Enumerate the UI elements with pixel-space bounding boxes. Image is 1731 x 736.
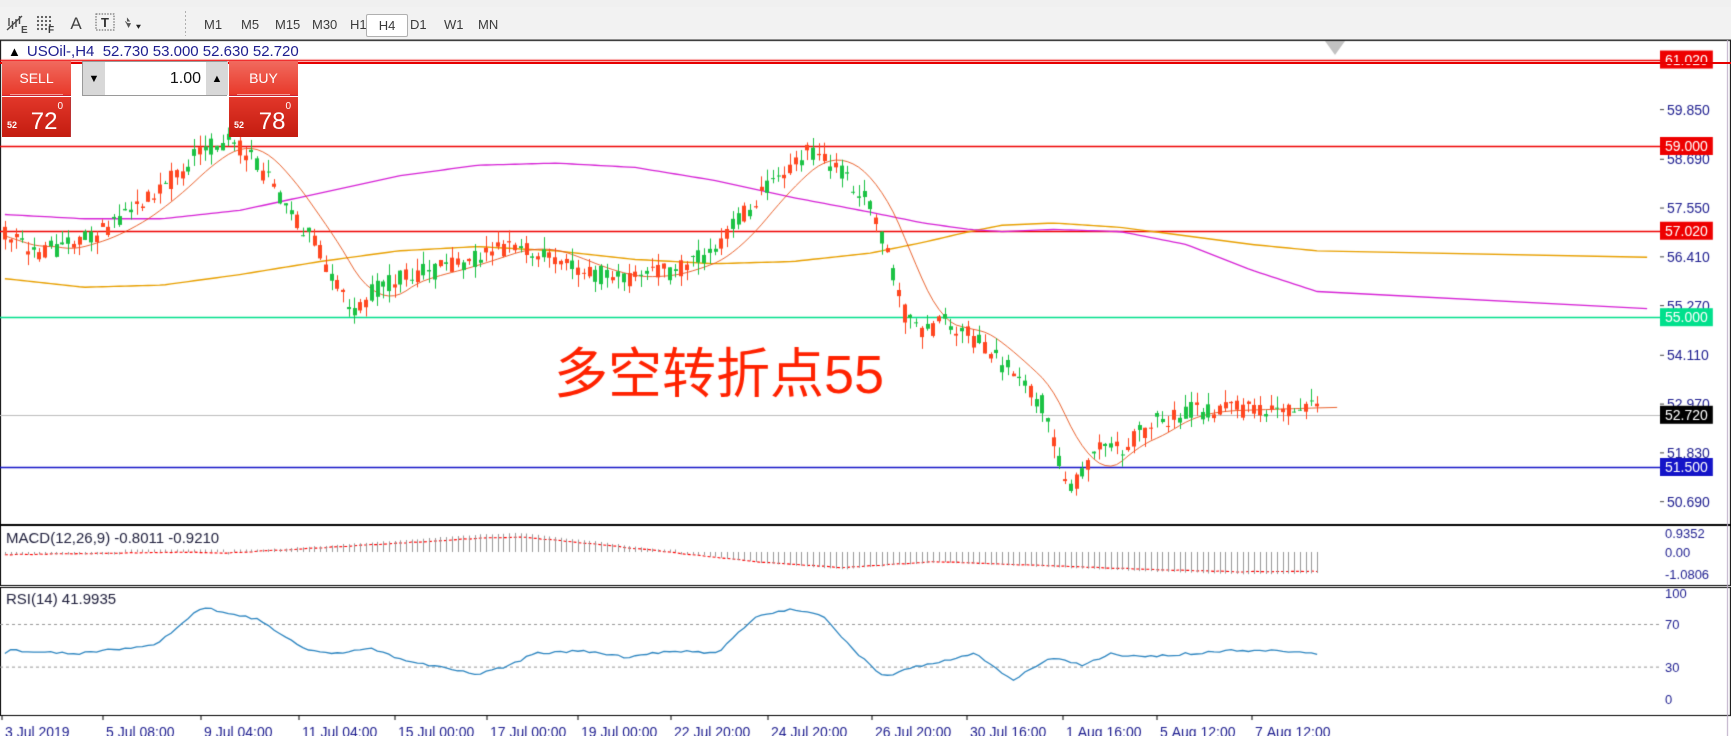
svg-text:F: F	[48, 25, 54, 36]
svg-text:E: E	[21, 25, 28, 36]
svg-text:T: T	[101, 15, 109, 30]
